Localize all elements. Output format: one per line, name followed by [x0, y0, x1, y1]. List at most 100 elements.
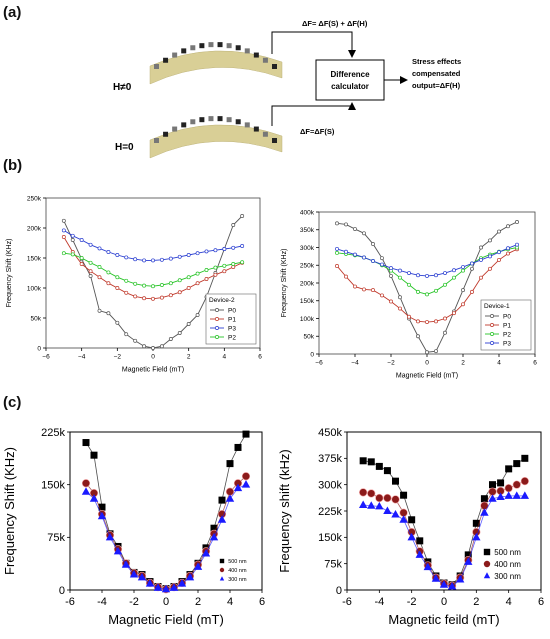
- data-point: [79, 238, 84, 242]
- data-point: [447, 581, 457, 590]
- x-tick-label: 2: [473, 596, 479, 608]
- y-tick-label: 250k: [300, 263, 315, 270]
- legend-marker: [219, 576, 225, 581]
- x-tick-label: 4: [223, 354, 227, 361]
- chart-device-1: −6 −4 −2 0 2 4 6 0 50k 100k 150k 200k 250k 300k 350k 40…: [281, 209, 537, 380]
- legend-marker: [215, 326, 219, 330]
- data-point: [371, 259, 375, 263]
- data-point: [186, 322, 191, 326]
- data-point: [443, 282, 447, 287]
- series-p3: [61, 228, 245, 263]
- y-tick-label: 250k: [27, 195, 42, 202]
- x-tick-label: −6: [42, 354, 50, 361]
- top-connector: [271, 31, 356, 58]
- data-point: [389, 299, 393, 304]
- legend-label: P1: [228, 316, 236, 323]
- data-point: [344, 274, 348, 279]
- panel-letter-b: (b): [3, 157, 23, 174]
- data-point: [186, 275, 191, 280]
- x-axis-label: Magnetic Field (mT): [396, 373, 458, 380]
- data-point: [204, 249, 209, 254]
- data-point: [61, 218, 66, 223]
- data-point: [488, 238, 492, 243]
- magnet-block: [190, 119, 196, 125]
- x-tick-label: 0: [441, 596, 447, 608]
- legend: Device-2 P0 P1 P3 P2: [205, 293, 257, 345]
- x-axis-label: Magnetic Field (mT): [108, 612, 224, 627]
- data-point: [398, 295, 402, 300]
- chart-device-2: −6 −4 −2 0 2 4 6 0 50k 100k 150k 200k 250k Magnetic F…: [6, 195, 262, 373]
- data-point: [391, 495, 400, 504]
- data-point: [240, 214, 245, 218]
- magnet-block: [262, 57, 268, 63]
- data-point: [480, 495, 488, 503]
- series-line: [336, 244, 518, 277]
- data-point: [233, 483, 243, 492]
- series-p0: [335, 219, 519, 355]
- data-point: [195, 251, 200, 256]
- top-magnet-array: [154, 42, 277, 69]
- data-point: [461, 265, 465, 269]
- data-point: [416, 273, 420, 278]
- data-point: [129, 570, 139, 578]
- data-point: [367, 489, 376, 498]
- bottom-beam: [149, 124, 283, 159]
- y-tick-label: 0: [310, 351, 314, 358]
- data-point: [497, 479, 505, 487]
- magnet-block: [217, 42, 223, 48]
- data-point: [70, 233, 75, 238]
- magnet-block: [181, 48, 187, 54]
- data-point: [124, 255, 129, 260]
- data-point: [425, 350, 429, 355]
- magnet-block: [244, 122, 250, 128]
- legend-label: P0: [228, 307, 236, 314]
- magnet-block: [172, 126, 178, 132]
- data-point: [335, 246, 339, 251]
- data-point: [133, 294, 138, 299]
- data-point: [226, 460, 234, 468]
- data-point: [504, 491, 513, 499]
- x-tick-label: 6: [533, 360, 537, 367]
- bottom-magnet-array: [154, 116, 277, 143]
- x-tick-label: -4: [97, 596, 107, 608]
- data-point: [121, 560, 131, 568]
- y-tick-label: 200k: [27, 225, 42, 232]
- legend-label: 400 nm: [228, 568, 247, 574]
- data-point: [452, 311, 456, 316]
- magnet-block: [217, 116, 223, 122]
- panel-letter-a: (a): [3, 4, 22, 21]
- legend-label: P2: [228, 334, 236, 341]
- y-tick-label: 150k: [300, 298, 315, 305]
- data-point: [512, 480, 521, 489]
- data-point: [153, 583, 163, 591]
- data-point: [470, 289, 474, 294]
- data-point: [185, 572, 195, 581]
- data-point: [434, 349, 438, 354]
- legend-marker: [215, 317, 219, 321]
- data-point: [434, 288, 438, 293]
- data-point: [520, 491, 530, 499]
- x-tick-label: 0: [163, 596, 169, 608]
- data-point: [159, 283, 164, 287]
- data-point: [88, 242, 93, 247]
- data-point: [415, 550, 424, 558]
- magnet-block: [272, 64, 277, 69]
- data-point: [389, 273, 393, 278]
- data-point: [391, 510, 400, 518]
- magnet-block: [163, 57, 169, 63]
- x-tick-label: -6: [65, 596, 75, 608]
- x-tick-label: 2: [461, 360, 465, 367]
- data-point: [398, 306, 402, 311]
- bottom-connector: [271, 102, 356, 126]
- data-point: [97, 275, 102, 280]
- magnet-block: [154, 138, 159, 143]
- data-point: [124, 332, 129, 337]
- magnet-block: [262, 131, 268, 137]
- data-point: [399, 515, 408, 523]
- data-point: [407, 271, 411, 276]
- data-point: [159, 295, 164, 300]
- data-point: [225, 494, 235, 502]
- legend-marker: [219, 558, 225, 564]
- data-point: [210, 524, 218, 532]
- data-point: [213, 272, 218, 277]
